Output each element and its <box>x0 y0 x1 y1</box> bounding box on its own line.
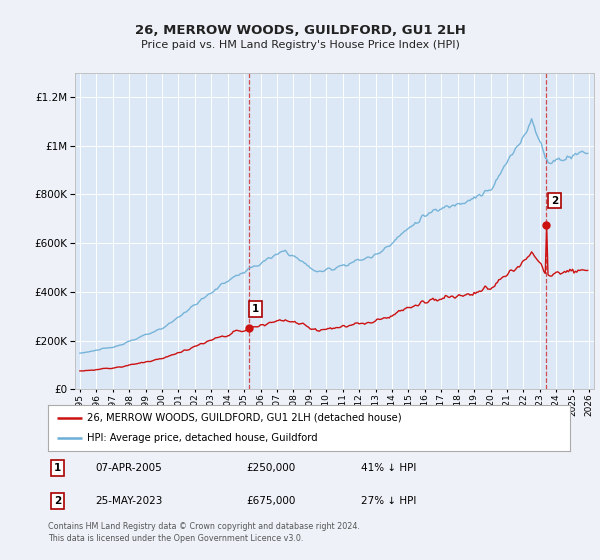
Text: £250,000: £250,000 <box>247 464 296 473</box>
Text: 07-APR-2005: 07-APR-2005 <box>95 464 162 473</box>
Text: Contains HM Land Registry data © Crown copyright and database right 2024.
This d: Contains HM Land Registry data © Crown c… <box>48 522 360 543</box>
Text: Price paid vs. HM Land Registry's House Price Index (HPI): Price paid vs. HM Land Registry's House … <box>140 40 460 50</box>
Text: 1: 1 <box>251 304 259 314</box>
Text: 26, MERROW WOODS, GUILDFORD, GU1 2LH (detached house): 26, MERROW WOODS, GUILDFORD, GU1 2LH (de… <box>87 413 402 423</box>
Text: 41% ↓ HPI: 41% ↓ HPI <box>361 464 416 473</box>
Text: 26, MERROW WOODS, GUILDFORD, GU1 2LH: 26, MERROW WOODS, GUILDFORD, GU1 2LH <box>134 24 466 36</box>
Text: 2: 2 <box>551 195 558 206</box>
Text: 1: 1 <box>54 464 61 473</box>
Text: 2: 2 <box>54 496 61 506</box>
Text: HPI: Average price, detached house, Guildford: HPI: Average price, detached house, Guil… <box>87 433 318 443</box>
Text: 25-MAY-2023: 25-MAY-2023 <box>95 496 163 506</box>
Text: £675,000: £675,000 <box>247 496 296 506</box>
Text: 27% ↓ HPI: 27% ↓ HPI <box>361 496 416 506</box>
